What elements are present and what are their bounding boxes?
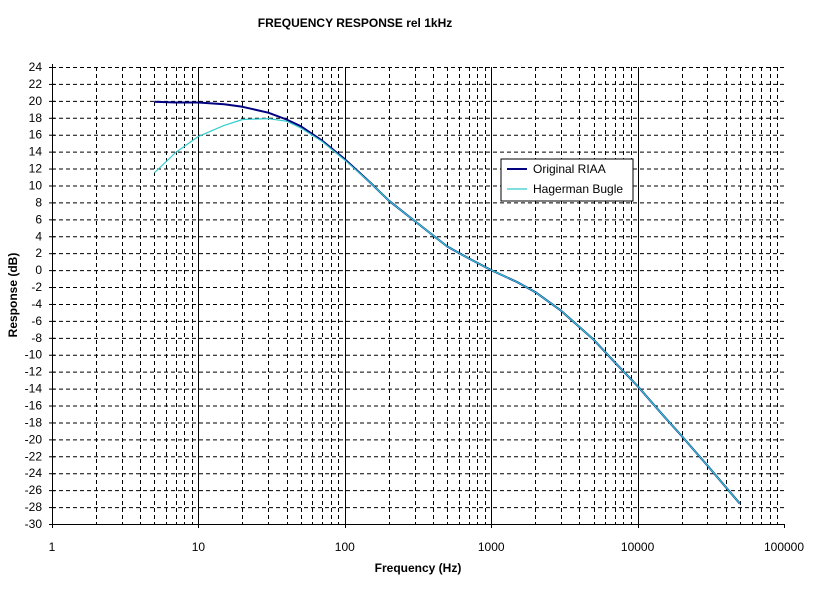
legend: Original RIAA Hagerman Bugle [500,158,634,202]
y-tick-label: 14 [29,145,43,159]
y-tick-label: 2 [35,246,42,260]
tick-labels: 242220181614121086420-2-4-6-8-10-12-14-1… [25,60,805,554]
y-tick-label: 12 [29,162,43,176]
legend-label-hagerman-bugle: Hagerman Bugle [533,182,623,196]
y-tick-label: 22 [29,77,43,91]
x-tick-label: 1 [49,540,56,554]
y-tick-label: -10 [25,348,43,362]
x-tick-label: 1000 [478,540,505,554]
y-tick-label: 24 [29,60,43,74]
y-tick-label: 8 [35,195,42,209]
y-tick-label: -2 [31,280,42,294]
y-tick-label: 4 [35,229,42,243]
y-tick-label: -28 [25,500,43,514]
y-tick-label: -6 [31,314,42,328]
x-tick-label: 10 [192,540,206,554]
axes [49,64,785,528]
legend-label-original-riaa: Original RIAA [533,162,606,176]
y-axis-title: Response (dB) [6,253,20,338]
y-tick-label: -16 [25,399,43,413]
y-tick-label: -26 [25,483,43,497]
grid [52,67,784,524]
y-tick-label: 16 [29,128,43,142]
y-tick-label: -30 [25,517,43,531]
y-tick-label: -14 [25,382,43,396]
y-tick-label: 10 [29,178,43,192]
y-tick-label: 20 [29,94,43,108]
y-tick-label: 6 [35,212,42,226]
series-lines [153,100,741,505]
legend-box [500,158,634,202]
x-tick-label: 10000 [621,540,655,554]
y-tick-label: -20 [25,432,43,446]
y-tick-label: -12 [25,365,43,379]
y-tick-label: -18 [25,415,43,429]
x-axis-title: Frequency (Hz) [375,561,462,575]
y-tick-label: -22 [25,449,43,463]
series-line-hagerman-bugle [153,117,741,505]
chart-title: FREQUENCY RESPONSE rel 1kHz [258,16,453,30]
x-tick-label: 100000 [764,540,804,554]
x-tick-label: 100 [335,540,355,554]
y-tick-label: -4 [31,297,42,311]
y-tick-label: -8 [31,331,42,345]
y-tick-label: 0 [35,263,42,277]
y-tick-label: 18 [29,111,43,125]
y-tick-label: -24 [25,466,43,480]
